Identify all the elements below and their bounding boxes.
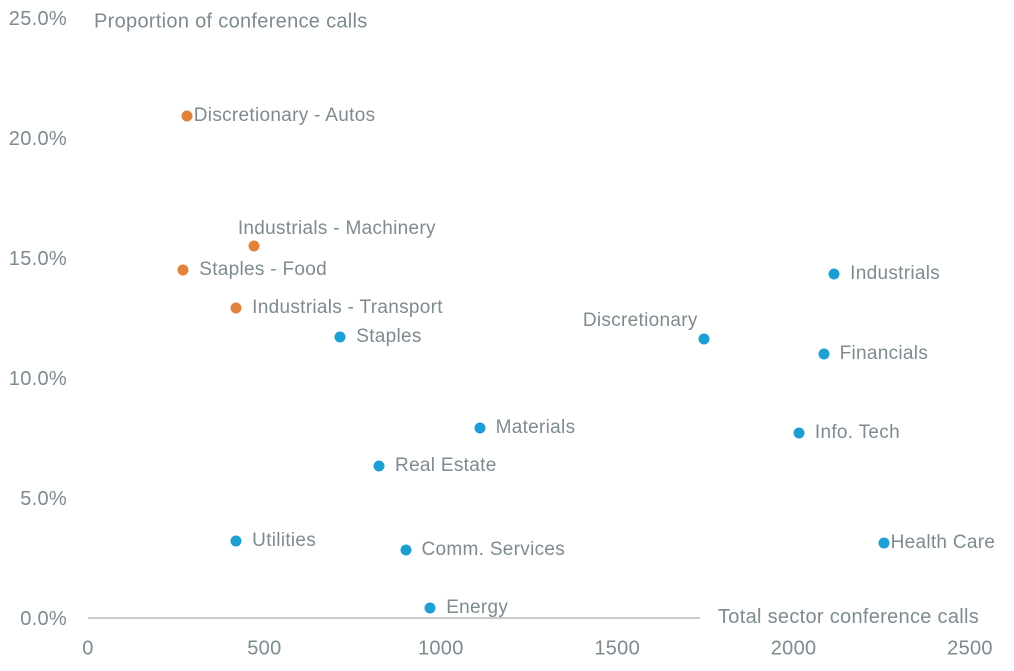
point-industrials-machinery bbox=[248, 240, 260, 252]
point-label-staples-food: Staples - Food bbox=[199, 258, 328, 280]
point-discretionary-autos bbox=[181, 110, 193, 122]
point-staples-food bbox=[177, 264, 189, 276]
y-axis-tick-label: 5.0% bbox=[20, 488, 67, 511]
point-label-industrials-machinery: Industrials - Machinery bbox=[237, 217, 436, 239]
point-label-comm-services: Comm. Services bbox=[421, 539, 566, 561]
point-label-materials: Materials bbox=[495, 417, 576, 438]
point-energy bbox=[424, 602, 436, 614]
x-axis-tick-label: 1000 bbox=[417, 637, 464, 660]
x-axis-line bbox=[88, 617, 700, 619]
y-axis-tick-label: 0.0% bbox=[20, 608, 67, 631]
point-label-industrials-transport: Industrials - Transport bbox=[252, 297, 443, 318]
point-discretionary bbox=[698, 333, 710, 345]
point-label-info-tech: Info. Tech bbox=[814, 421, 900, 443]
point-label-energy: Energy bbox=[446, 597, 509, 618]
x-axis-title: Total sector conference calls bbox=[718, 606, 980, 629]
point-label-industrials: Industrials bbox=[850, 263, 941, 285]
point-industrials-transport bbox=[230, 302, 242, 314]
x-axis-tick-label: 2500 bbox=[947, 637, 993, 660]
point-label-discretionary: Discretionary bbox=[582, 310, 698, 332]
chart-title: Proportion of conference calls bbox=[94, 10, 368, 33]
x-axis-tick-label: 500 bbox=[247, 637, 282, 660]
point-label-health-care: Health Care bbox=[890, 532, 996, 554]
y-axis-tick-label: 15.0% bbox=[8, 248, 67, 271]
point-staples bbox=[334, 331, 346, 343]
x-axis-tick-label: 2000 bbox=[770, 637, 817, 660]
point-industrials bbox=[828, 268, 840, 280]
point-label-discretionary-autos: Discretionary - Autos bbox=[193, 105, 376, 126]
point-health-care bbox=[878, 537, 890, 549]
point-label-staples: Staples bbox=[356, 325, 422, 347]
point-materials bbox=[474, 422, 486, 434]
x-axis-tick-label: 1500 bbox=[594, 637, 641, 660]
point-label-utilities: Utilities bbox=[252, 529, 317, 551]
y-axis-tick-label: 20.0% bbox=[8, 128, 67, 151]
point-utilities bbox=[230, 535, 242, 547]
point-label-real-estate: Real Estate bbox=[395, 455, 497, 477]
point-label-financials: Financials bbox=[839, 342, 929, 364]
y-axis-tick-label: 10.0% bbox=[8, 368, 67, 391]
point-real-estate bbox=[373, 460, 385, 472]
point-comm-services bbox=[400, 544, 412, 556]
y-axis-tick-label: 25.0% bbox=[8, 8, 67, 31]
x-axis-tick-label: 0 bbox=[82, 637, 94, 660]
point-info-tech bbox=[793, 427, 805, 439]
point-financials bbox=[818, 348, 830, 360]
